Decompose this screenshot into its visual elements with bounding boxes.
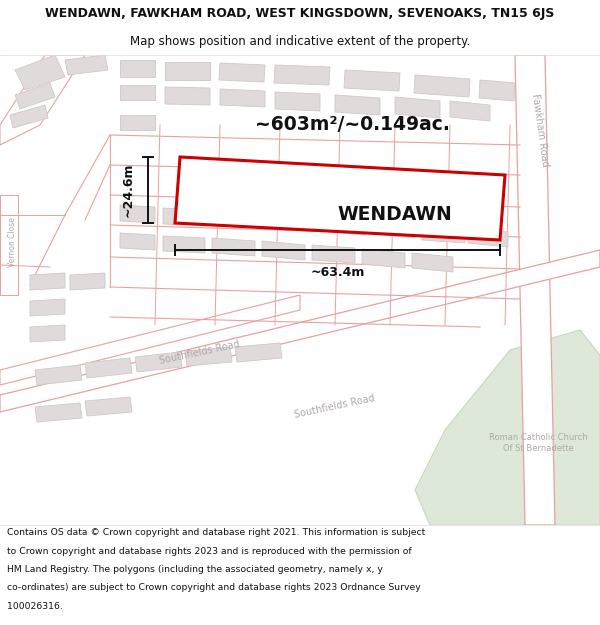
Text: Roman Catholic Church
Of St Bernadette: Roman Catholic Church Of St Bernadette: [488, 433, 587, 452]
Polygon shape: [165, 62, 210, 80]
Polygon shape: [175, 157, 505, 240]
Polygon shape: [215, 210, 260, 228]
Polygon shape: [35, 403, 82, 422]
Text: Vernon Close: Vernon Close: [8, 217, 17, 267]
Polygon shape: [0, 295, 300, 385]
Polygon shape: [135, 352, 182, 372]
Polygon shape: [262, 241, 305, 260]
Polygon shape: [0, 55, 85, 145]
Polygon shape: [120, 205, 155, 223]
Polygon shape: [0, 250, 600, 412]
Polygon shape: [395, 97, 440, 118]
Polygon shape: [85, 358, 132, 378]
Polygon shape: [165, 87, 210, 105]
Text: Map shows position and indicative extent of the property.: Map shows position and indicative extent…: [130, 35, 470, 48]
Polygon shape: [120, 233, 155, 250]
Polygon shape: [362, 249, 405, 268]
Polygon shape: [320, 216, 365, 235]
Text: ~603m²/~0.149ac.: ~603m²/~0.149ac.: [255, 116, 450, 134]
Text: ~63.4m: ~63.4m: [310, 266, 365, 279]
Polygon shape: [120, 60, 155, 77]
Polygon shape: [120, 115, 155, 130]
Polygon shape: [220, 89, 265, 107]
Polygon shape: [450, 101, 490, 121]
Text: Contains OS data © Crown copyright and database right 2021. This information is : Contains OS data © Crown copyright and d…: [7, 528, 425, 537]
Polygon shape: [335, 95, 380, 115]
Polygon shape: [30, 299, 65, 316]
Polygon shape: [414, 75, 470, 97]
Polygon shape: [120, 85, 155, 100]
Polygon shape: [30, 325, 65, 342]
Polygon shape: [235, 343, 282, 362]
Polygon shape: [30, 273, 65, 290]
Polygon shape: [422, 225, 465, 243]
Polygon shape: [219, 63, 265, 82]
Polygon shape: [10, 105, 48, 128]
Polygon shape: [163, 236, 205, 253]
Polygon shape: [479, 80, 515, 101]
Text: WENDAWN, FAWKHAM ROAD, WEST KINGSDOWN, SEVENOAKS, TN15 6JS: WENDAWN, FAWKHAM ROAD, WEST KINGSDOWN, S…: [46, 8, 554, 20]
Polygon shape: [372, 220, 415, 238]
Text: co-ordinates) are subject to Crown copyright and database rights 2023 Ordnance S: co-ordinates) are subject to Crown copyr…: [7, 584, 421, 592]
Text: Southfields Road: Southfields Road: [294, 394, 376, 421]
Text: to Crown copyright and database rights 2023 and is reproduced with the permissio: to Crown copyright and database rights 2…: [7, 546, 412, 556]
Polygon shape: [344, 70, 400, 91]
Polygon shape: [515, 55, 555, 525]
Polygon shape: [275, 92, 320, 111]
Polygon shape: [312, 245, 355, 263]
Polygon shape: [274, 65, 330, 85]
Polygon shape: [15, 83, 55, 109]
Polygon shape: [70, 273, 105, 290]
Polygon shape: [35, 365, 82, 385]
Text: Fawkham Road: Fawkham Road: [530, 92, 550, 168]
Polygon shape: [212, 238, 255, 256]
Text: Southfields Road: Southfields Road: [159, 339, 241, 366]
Text: WENDAWN: WENDAWN: [338, 206, 452, 224]
Polygon shape: [15, 55, 65, 90]
Polygon shape: [163, 208, 208, 226]
Text: HM Land Registry. The polygons (including the associated geometry, namely x, y: HM Land Registry. The polygons (includin…: [7, 565, 383, 574]
Polygon shape: [185, 347, 232, 366]
Polygon shape: [268, 213, 313, 232]
Polygon shape: [65, 55, 108, 75]
Polygon shape: [468, 228, 508, 247]
Text: ~24.6m: ~24.6m: [121, 162, 134, 217]
Polygon shape: [412, 253, 453, 272]
Polygon shape: [415, 330, 600, 525]
Text: 100026316.: 100026316.: [7, 602, 63, 611]
Polygon shape: [0, 195, 18, 295]
Polygon shape: [85, 397, 132, 416]
